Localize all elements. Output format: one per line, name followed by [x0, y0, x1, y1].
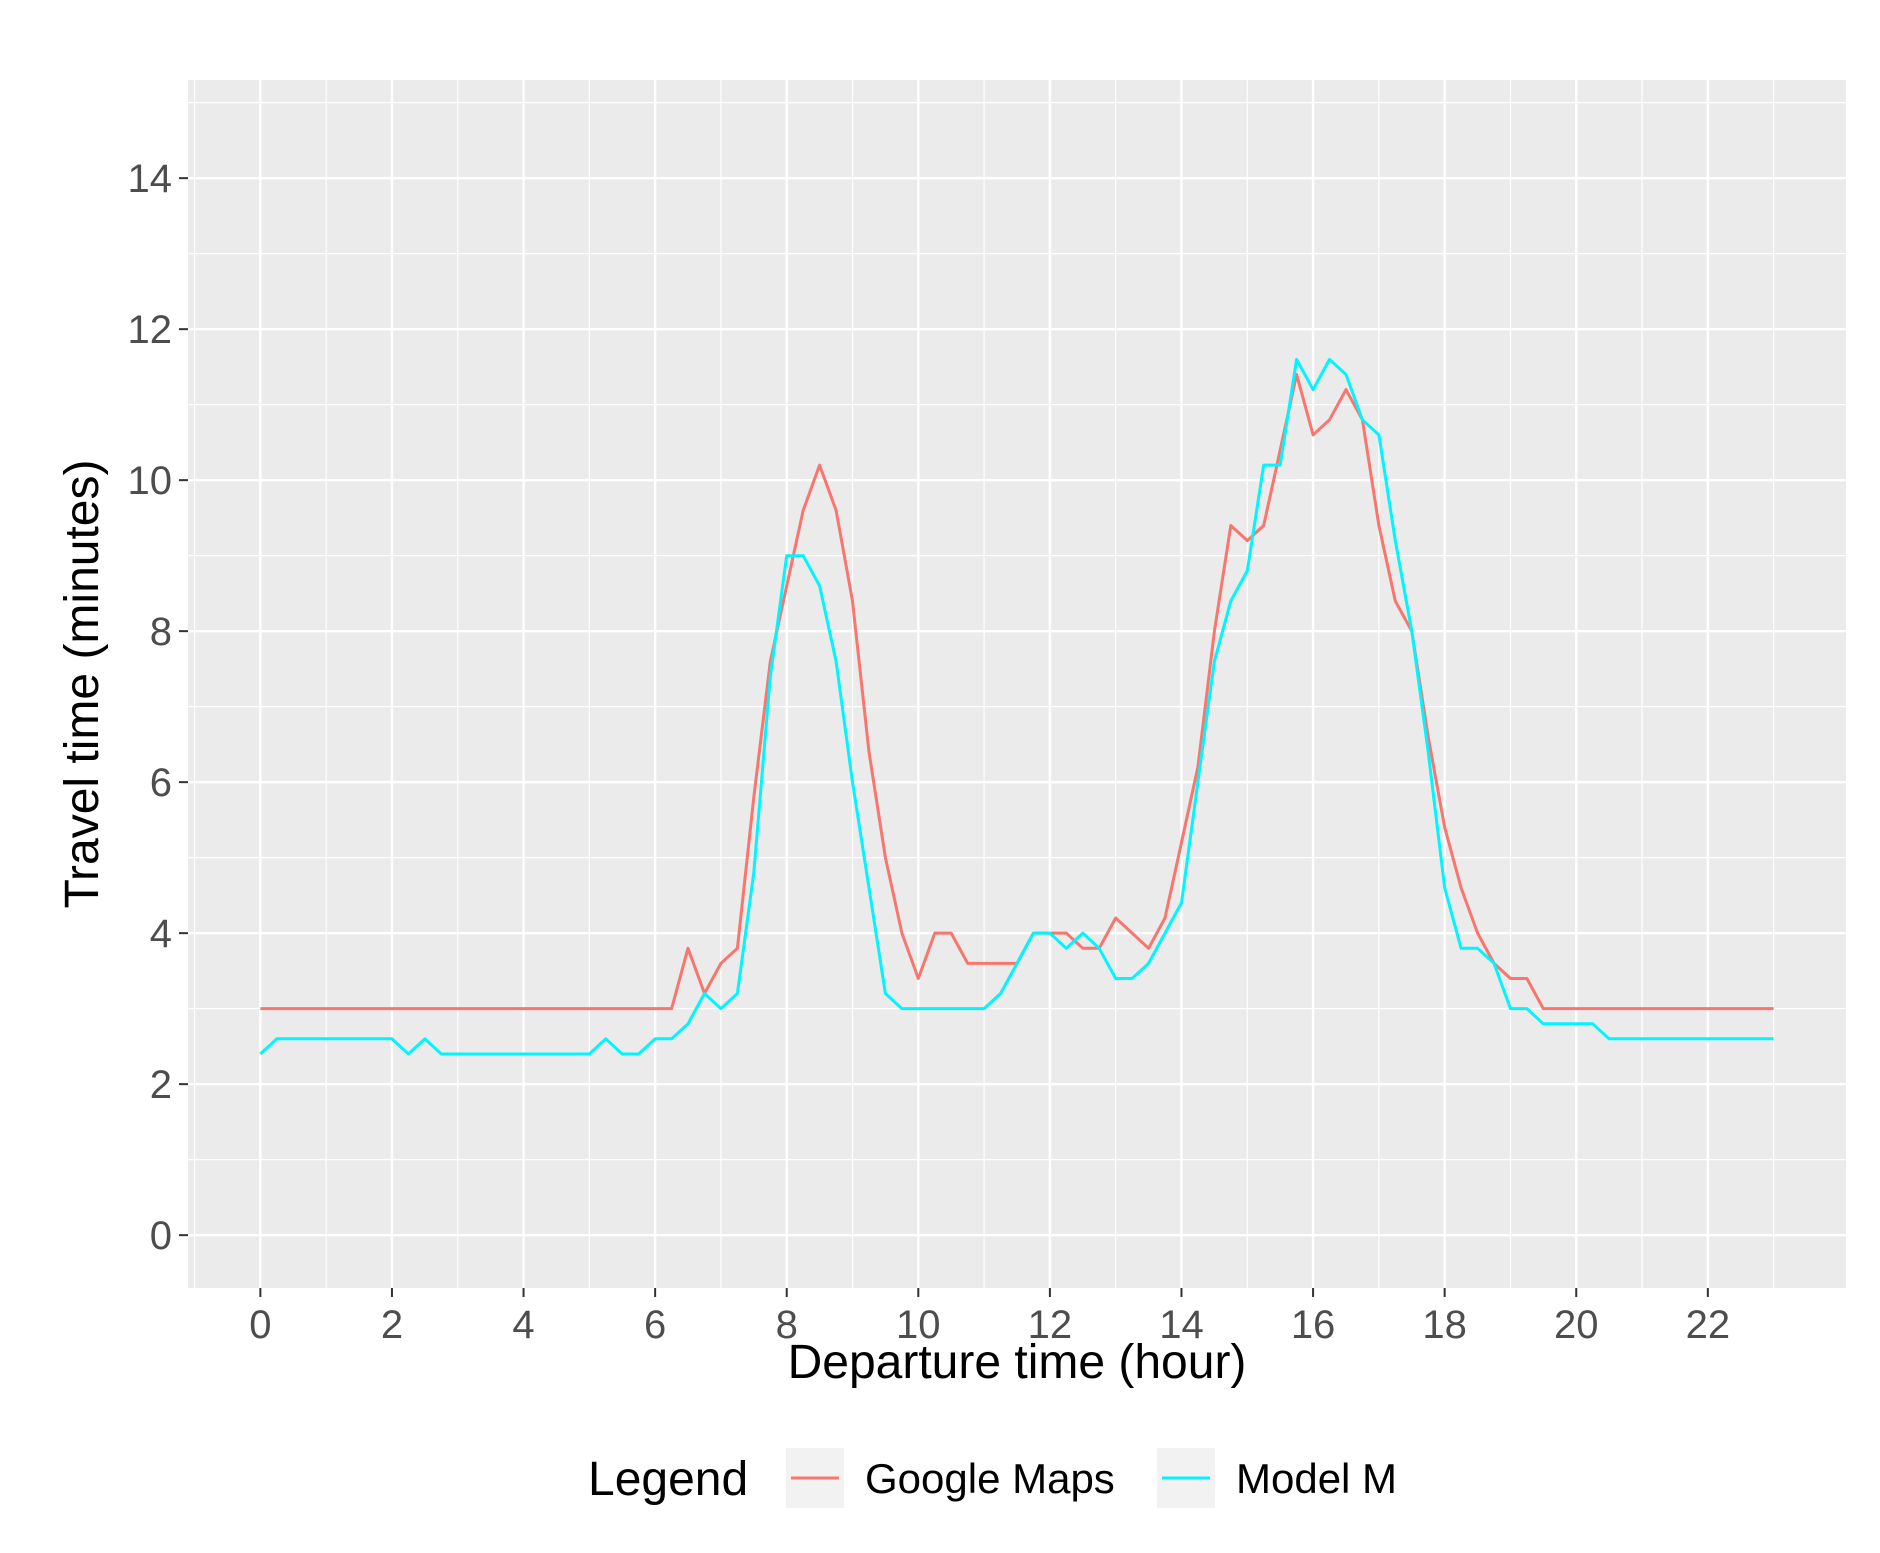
- legend-label-model-m: Model M: [1236, 1455, 1397, 1502]
- legend-item-google-maps: Google Maps: [786, 1448, 1115, 1508]
- plot-panel: [188, 80, 1846, 1288]
- y-tick-label: 14: [128, 157, 173, 201]
- y-tick-label: 2: [150, 1063, 172, 1107]
- x-axis: 0 2 4 6 8 10 12 14 16 18 20 22: [249, 1288, 1730, 1347]
- x-tick-label: 22: [1686, 1303, 1731, 1347]
- y-tick-label: 8: [150, 610, 172, 654]
- legend-title: Legend: [588, 1453, 748, 1506]
- y-axis: 0 2 4 6 8 10 12 14: [128, 157, 188, 1258]
- grid-minor: [188, 80, 1846, 1288]
- y-tick-label: 12: [128, 308, 173, 352]
- x-tick-label: 8: [776, 1303, 798, 1347]
- x-tick-label: 10: [896, 1303, 941, 1347]
- x-tick-label: 14: [1159, 1303, 1204, 1347]
- x-tick-label: 20: [1554, 1303, 1599, 1347]
- x-tick-label: 2: [381, 1303, 403, 1347]
- plot-background: [188, 80, 1846, 1288]
- x-tick-label: 6: [644, 1303, 666, 1347]
- y-tick-label: 0: [150, 1214, 172, 1258]
- x-tick-label: 4: [512, 1303, 534, 1347]
- y-tick-label: 6: [150, 761, 172, 805]
- legend-label-google-maps: Google Maps: [865, 1455, 1115, 1502]
- series-lines: [259, 357, 1774, 1056]
- legend-item-model-m: Model M: [1157, 1448, 1397, 1508]
- legend: Legend Google Maps Model M: [588, 1448, 1397, 1508]
- y-tick-label: 10: [128, 459, 173, 503]
- y-axis-title: Travel time (minutes): [56, 460, 109, 909]
- x-axis-title: Departure time (hour): [788, 1336, 1247, 1389]
- x-tick-label: 0: [249, 1303, 271, 1347]
- x-tick-label: 18: [1422, 1303, 1467, 1347]
- grid-major: [188, 80, 1846, 1288]
- x-tick-label: 16: [1291, 1303, 1336, 1347]
- x-tick-label: 12: [1028, 1303, 1073, 1347]
- series-line-model-m: [259, 357, 1774, 1056]
- y-tick-label: 4: [150, 912, 172, 956]
